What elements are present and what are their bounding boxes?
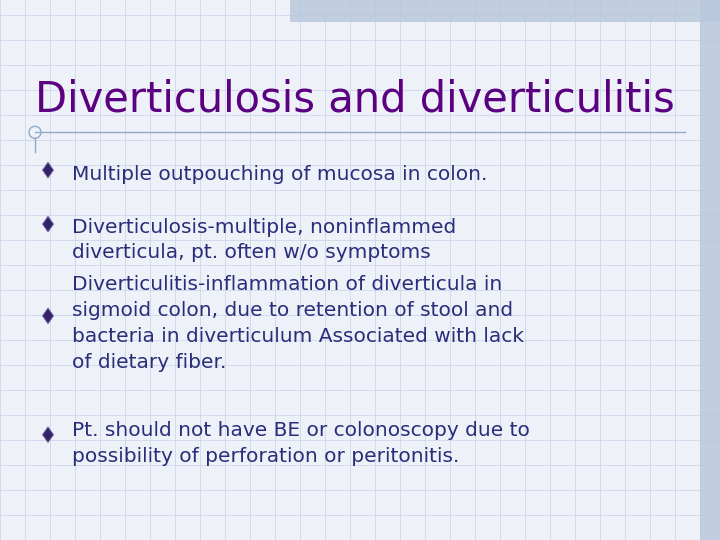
Text: Diverticulitis-inflammation of diverticula in
sigmoid colon, due to retention of: Diverticulitis-inflammation of diverticu… (72, 275, 524, 372)
Bar (290, 0, 720, 22)
Bar (700, 0, 720, 540)
Text: Diverticulosis-multiple, noninflammed
diverticula, pt. often w/o symptoms: Diverticulosis-multiple, noninflammed di… (72, 218, 456, 262)
Text: Diverticulosis and diverticulitis: Diverticulosis and diverticulitis (35, 78, 675, 120)
Polygon shape (42, 162, 53, 178)
Polygon shape (42, 427, 53, 443)
Text: Pt. should not have BE or colonoscopy due to
possibility of perforation or perit: Pt. should not have BE or colonoscopy du… (72, 421, 530, 466)
Polygon shape (42, 216, 53, 232)
Text: Multiple outpouching of mucosa in colon.: Multiple outpouching of mucosa in colon. (72, 165, 487, 184)
Polygon shape (42, 308, 53, 324)
